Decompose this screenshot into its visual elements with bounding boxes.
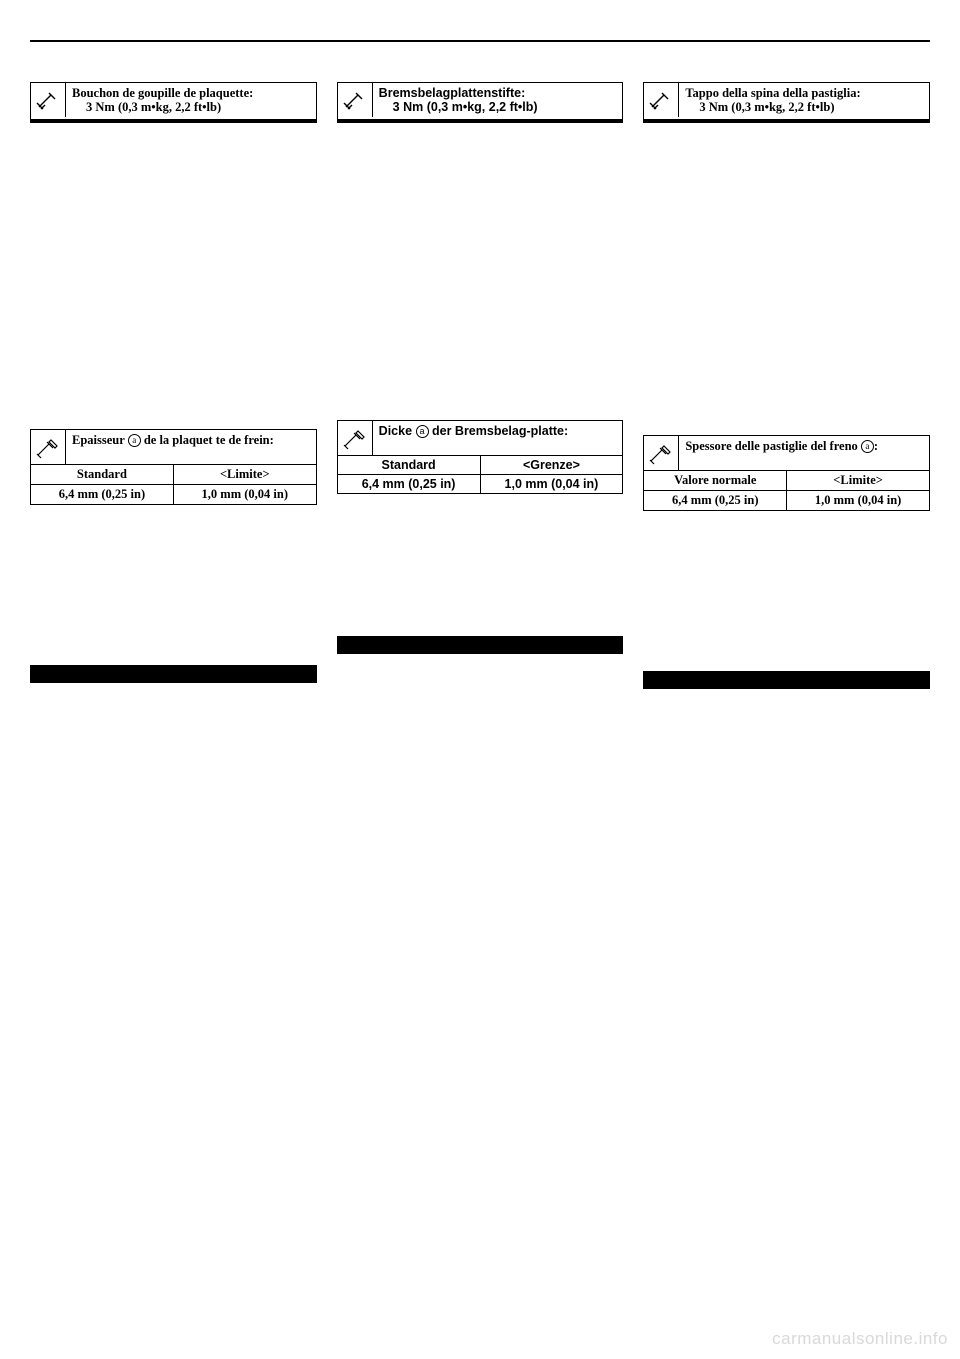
torque-value: 3 Nm (0,3 m•kg, 2,2 ft•lb) (685, 100, 860, 114)
thickness-head: Epaisseur a de la plaquet te de frein: (31, 430, 316, 465)
thickness-title: Epaisseur a de la plaquet te de frein: (66, 430, 280, 464)
thickness-hdr-row: Valore normale <Limite> (644, 471, 929, 491)
thickness-hdr-row: Standard <Limite> (31, 465, 316, 485)
gauge-icon (644, 436, 679, 470)
thickness-val-row: 6,4 mm (0,25 in) 1,0 mm (0,04 in) (31, 485, 316, 504)
hdr-lim: <Grenze> (481, 456, 623, 474)
torque-icon (644, 83, 679, 117)
t-post: der Bremsbelag-platte: (429, 424, 569, 438)
val-lim: 1,0 mm (0,04 in) (174, 485, 316, 504)
spacer (643, 129, 930, 435)
col-it: Tappo della spina della pastiglia: 3 Nm … (643, 82, 930, 693)
thickness-title: Dicke a der Bremsbelag-platte: (373, 421, 574, 455)
columns: Bouchon de goupille de plaquette: 3 Nm (… (30, 82, 930, 693)
watermark: carmanualsonline.info (772, 1329, 948, 1349)
hdr-lim: <Limite> (787, 471, 929, 490)
warn-bar-it (643, 671, 930, 689)
circle-a-icon: a (861, 440, 874, 453)
torque-label: Bremsbelagplattenstifte: (379, 86, 538, 100)
thickness-head: Spessore delle pastiglie del freno a: (644, 436, 929, 471)
torque-value: 3 Nm (0,3 m•kg, 2,2 ft•lb) (72, 100, 253, 114)
torque-label: Bouchon de goupille de plaquette: (72, 86, 253, 100)
col-de: Bremsbelagplattenstifte: 3 Nm (0,3 m•kg,… (337, 82, 624, 693)
thickness-box-de: Dicke a der Bremsbelag-platte: Standard … (337, 420, 624, 494)
val-std: 6,4 mm (0,25 in) (644, 491, 787, 510)
torque-box-de: Bremsbelagplattenstifte: 3 Nm (0,3 m•kg,… (337, 82, 624, 123)
torque-label: Tappo della spina della pastiglia: (685, 86, 860, 100)
t-pre: Epaisseur (72, 433, 128, 447)
t-post: : (874, 439, 878, 453)
spacer (30, 511, 317, 641)
spacer (337, 500, 624, 630)
torque-value: 3 Nm (0,3 m•kg, 2,2 ft•lb) (379, 100, 538, 114)
torque-text-de: Bremsbelagplattenstifte: 3 Nm (0,3 m•kg,… (373, 83, 544, 119)
hdr-lim: <Limite> (174, 465, 316, 484)
hdr-std: Valore normale (644, 471, 787, 490)
torque-icon (31, 83, 66, 117)
thickness-val-row: 6,4 mm (0,25 in) 1,0 mm (0,04 in) (644, 491, 929, 510)
val-lim: 1,0 mm (0,04 in) (481, 475, 623, 493)
hdr-std: Standard (31, 465, 174, 484)
torque-text-it: Tappo della spina della pastiglia: 3 Nm … (679, 83, 866, 119)
spacer (30, 129, 317, 429)
circle-a-icon: a (128, 434, 141, 447)
col-fr: Bouchon de goupille de plaquette: 3 Nm (… (30, 82, 317, 693)
circle-a-icon: a (416, 425, 429, 438)
thickness-title: Spessore delle pastiglie del freno a: (679, 436, 884, 470)
gauge-icon (338, 421, 373, 455)
thickness-head: Dicke a der Bremsbelag-platte: (338, 421, 623, 456)
val-std: 6,4 mm (0,25 in) (338, 475, 481, 493)
warn-bar-fr (30, 665, 317, 683)
t-post: de la plaquet te de frein: (141, 433, 274, 447)
thickness-box-fr: Epaisseur a de la plaquet te de frein: S… (30, 429, 317, 505)
spacer (337, 129, 624, 420)
torque-text-fr: Bouchon de goupille de plaquette: 3 Nm (… (66, 83, 259, 119)
t-pre: Spessore delle pastiglie del freno (685, 439, 861, 453)
thickness-hdr-row: Standard <Grenze> (338, 456, 623, 475)
gauge-icon (31, 430, 66, 464)
val-lim: 1,0 mm (0,04 in) (787, 491, 929, 510)
spacer (643, 517, 930, 647)
thickness-box-it: Spessore delle pastiglie del freno a: Va… (643, 435, 930, 511)
val-std: 6,4 mm (0,25 in) (31, 485, 174, 504)
spacer (30, 641, 317, 659)
torque-box-fr: Bouchon de goupille de plaquette: 3 Nm (… (30, 82, 317, 123)
torque-icon (338, 83, 373, 117)
page: Bouchon de goupille de plaquette: 3 Nm (… (0, 0, 960, 723)
t-pre: Dicke (379, 424, 416, 438)
spacer (643, 647, 930, 665)
top-rule (30, 40, 930, 42)
hdr-std: Standard (338, 456, 481, 474)
warn-bar-de (337, 636, 624, 654)
thickness-val-row: 6,4 mm (0,25 in) 1,0 mm (0,04 in) (338, 475, 623, 493)
torque-box-it: Tappo della spina della pastiglia: 3 Nm … (643, 82, 930, 123)
